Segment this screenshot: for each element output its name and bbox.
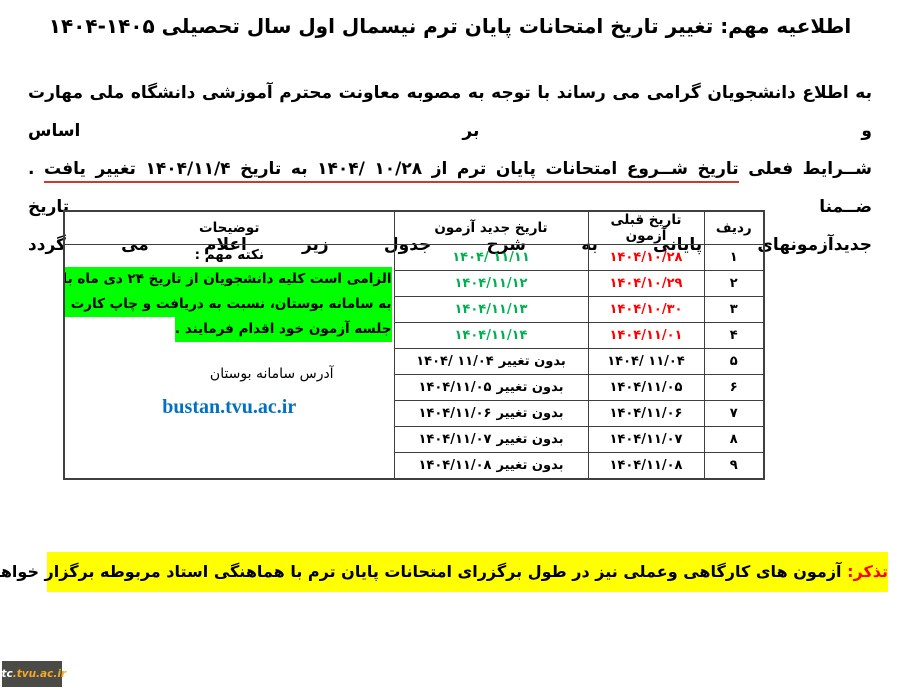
new-date-cell: بدون تغییر ۱۴۰۴/ ۱۱/۰۴ — [393, 348, 589, 375]
highlight-line: جلسه آزمون خود اقدام فرمایند . — [175, 317, 392, 342]
new-date-cell: ۱۴۰۴/۱۱/۱۳ — [393, 296, 589, 323]
new-date: ۱۴۰۴/۱۱/۰۵ — [418, 380, 492, 395]
prev-date-cell: ۱۴۰۴/۱۱/۰۵ — [587, 374, 705, 401]
prev-date: ۱۴۰۴/۱۰/۳۰ — [609, 302, 683, 317]
no-change-label: بدون تغییر — [496, 432, 564, 447]
prev-date-cell: ۱۴۰۴/ ۱۱/۰۴ — [587, 348, 705, 375]
row-number: ۷ — [703, 400, 765, 427]
new-start-date: ۱۴۰۴/۱۱/۴ — [145, 159, 231, 179]
header-row-num: ردیف — [703, 210, 765, 245]
prev-date: ۱۴۰۴/۱۰/۲۹ — [609, 276, 683, 291]
row-number: ۳ — [703, 296, 765, 323]
workshop-exams-note: تذکر: آزمون های کارگاهی وعملی نیز در طول… — [0, 552, 888, 592]
prev-date-cell: ۱۴۰۴/۱۰/۳۰ — [587, 296, 705, 323]
new-date-cell: ۱۴۰۴/ ۱۱/۱۱ — [393, 244, 589, 271]
page-title: اطلاعیه مهم: تغییر تاریخ امتحانات پایان … — [0, 14, 900, 38]
no-change-label: بدون تغییر — [496, 406, 564, 421]
important-note-heading: نکته مهم : — [194, 247, 264, 263]
table-row: ۸ ۱۴۰۴/۱۱/۰۷ بدون تغییر ۱۴۰۴/۱۱/۰۷ — [64, 426, 765, 453]
prev-date: ۱۴۰۴/۱۱/۰۵ — [609, 380, 683, 395]
row-number: ۱ — [703, 244, 765, 271]
note-text: آزمون های کارگاهی وعملی نیز در طول برگزر… — [0, 562, 848, 581]
highlight-line: الزامی است کلیه دانشجویان از تاریخ ۲۴ دی… — [65, 267, 392, 292]
prev-date: ۱۴۰۴/۱۱/۰۸ — [609, 458, 683, 473]
table-row: ۳ ۱۴۰۴/۱۰/۳۰ ۱۴۰۴/۱۱/۱۳ — [64, 296, 765, 323]
notes-cell: نکته مهم : الزامی است کلیه دانشجویان از … — [63, 244, 395, 480]
line2-underlined-segment: تاریخ شــروع امتحانات پایان ترم از ۱۴۰۴/… — [44, 159, 739, 183]
new-date-cell: بدون تغییر ۱۴۰۴/۱۱/۰۶ — [393, 400, 589, 427]
portal-link[interactable]: bustan.tvu.ac.ir — [162, 396, 297, 418]
prev-date: ۱۴۰۴/۱۱/۰۶ — [609, 406, 683, 421]
watermark-orange-text: .tvu.ac.ir — [12, 668, 67, 680]
table-row: ۵ ۱۴۰۴/ ۱۱/۰۴ بدون تغییر ۱۴۰۴/ ۱۱/۰۴ — [64, 348, 765, 375]
site-watermark: jtc.tvu.ac.ir — [0, 661, 66, 687]
row-number: ۵ — [703, 348, 765, 375]
green-highlight-block: الزامی است کلیه دانشجویان از تاریخ ۲۴ دی… — [65, 267, 392, 342]
prev-date-cell: ۱۴۰۴/۱۰/۲۹ — [587, 270, 705, 297]
exam-dates-table: ردیف تاریخ قبلی آزمون تاریخ جدید آزمون ت… — [63, 210, 765, 480]
line2-underlined-text-1: تاریخ شــروع امتحانات پایان ترم از — [422, 159, 739, 179]
prev-date-cell: ۱۴۰۴/۱۰/۲۸ — [587, 244, 705, 271]
new-date-cell: بدون تغییر ۱۴۰۴/۱۱/۰۵ — [393, 374, 589, 401]
note-prefix: تذکر: — [847, 562, 888, 581]
table-row: ۴ ۱۴۰۴/۱۱/۰۱ ۱۴۰۴/۱۱/۱۴ — [64, 322, 765, 349]
row-number: ۹ — [703, 452, 765, 480]
prev-date: ۱۴۰۴/ ۱۱/۰۴ — [607, 354, 685, 369]
portal-address-label: آدرس سامانه بوستان — [209, 366, 334, 382]
header-notes: توضیحات — [63, 210, 395, 245]
prev-date-cell: ۱۴۰۴/۱۱/۰۶ — [587, 400, 705, 427]
old-start-date: ۱۴۰۴/ ۱۰/۲۸ — [317, 159, 423, 179]
prev-date: ۱۴۰۴/۱۱/۰۱ — [609, 328, 683, 343]
new-date: ۱۴۰۴/۱۱/۰۸ — [418, 458, 492, 473]
prev-date-cell: ۱۴۰۴/۱۱/۰۸ — [587, 452, 705, 480]
paragraph-line-1: به اطلاع دانشجویان گرامی می رساند با توج… — [28, 83, 872, 141]
no-change-label: بدون تغییر — [496, 458, 564, 473]
line2-prefix: شــرایط فعلی — [738, 159, 872, 179]
no-change-label: بدون تغییر — [496, 380, 564, 395]
highlight-line: به سامانه بوستان، نسبت به دریافت و چاپ ک… — [65, 292, 392, 317]
new-date-cell: بدون تغییر ۱۴۰۴/۱۱/۰۷ — [393, 426, 589, 453]
new-date: ۱۴۰۴/ ۱۱/۰۴ — [416, 354, 494, 369]
new-date-cell: ۱۴۰۴/۱۱/۱۲ — [393, 270, 589, 297]
prev-date: ۱۴۰۴/۱۱/۰۷ — [609, 432, 683, 447]
prev-date: ۱۴۰۴/۱۰/۲۸ — [609, 250, 683, 265]
new-date: ۱۴۰۴/۱۱/۰۶ — [418, 406, 492, 421]
new-date: ۱۴۰۴/۱۱/۱۲ — [454, 276, 528, 291]
prev-date-cell: ۱۴۰۴/۱۱/۰۷ — [587, 426, 705, 453]
table-row: ۷ ۱۴۰۴/۱۱/۰۶ بدون تغییر ۱۴۰۴/۱۱/۰۶ — [64, 400, 765, 427]
line2-underlined-text-2: به تاریخ — [230, 159, 318, 179]
table-row: ۶ ۱۴۰۴/۱۱/۰۵ بدون تغییر ۱۴۰۴/۱۱/۰۵ — [64, 374, 765, 401]
row-number: ۴ — [703, 322, 765, 349]
new-date-cell: ۱۴۰۴/۱۱/۱۴ — [393, 322, 589, 349]
watermark-white-text: jtc — [0, 668, 13, 680]
new-date: ۱۴۰۴/۱۱/۱۴ — [454, 328, 528, 343]
row-number: ۸ — [703, 426, 765, 453]
new-date: ۱۴۰۴/۱۱/۰۷ — [418, 432, 492, 447]
new-date: ۱۴۰۴/۱۱/۱۳ — [454, 302, 528, 317]
no-change-label: بدون تغییر — [498, 354, 566, 369]
row-number: ۶ — [703, 374, 765, 401]
header-prev-date: تاریخ قبلی آزمون — [587, 210, 705, 245]
row-number: ۲ — [703, 270, 765, 297]
table-row: ۹ ۱۴۰۴/۱۱/۰۸ بدون تغییر ۱۴۰۴/۱۱/۰۸ — [64, 452, 765, 480]
prev-date-cell: ۱۴۰۴/۱۱/۰۱ — [587, 322, 705, 349]
line2-underlined-text-3: تغییر یافت — [44, 159, 146, 179]
new-date-cell: بدون تغییر ۱۴۰۴/۱۱/۰۸ — [393, 452, 589, 480]
table-row: ۲ ۱۴۰۴/۱۰/۲۹ ۱۴۰۴/۱۱/۱۲ — [64, 270, 765, 297]
header-new-date: تاریخ جدید آزمون — [393, 210, 589, 245]
new-date: ۱۴۰۴/ ۱۱/۱۱ — [452, 250, 530, 265]
table-row: ۱ ۱۴۰۴/۱۰/۲۸ ۱۴۰۴/ ۱۱/۱۱ نکته مهم : الزا… — [63, 244, 765, 480]
table-header-row: ردیف تاریخ قبلی آزمون تاریخ جدید آزمون ت… — [63, 210, 765, 245]
page-title-text: اطلاعیه مهم: تغییر تاریخ امتحانات پایان … — [161, 14, 852, 38]
academic-year: ۱۴۰۴-۱۴۰۵ — [48, 14, 155, 38]
